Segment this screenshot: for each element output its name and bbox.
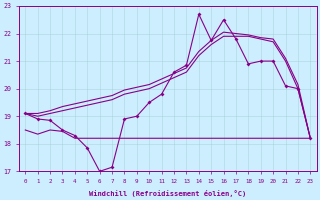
X-axis label: Windchill (Refroidissement éolien,°C): Windchill (Refroidissement éolien,°C) (89, 190, 246, 197)
